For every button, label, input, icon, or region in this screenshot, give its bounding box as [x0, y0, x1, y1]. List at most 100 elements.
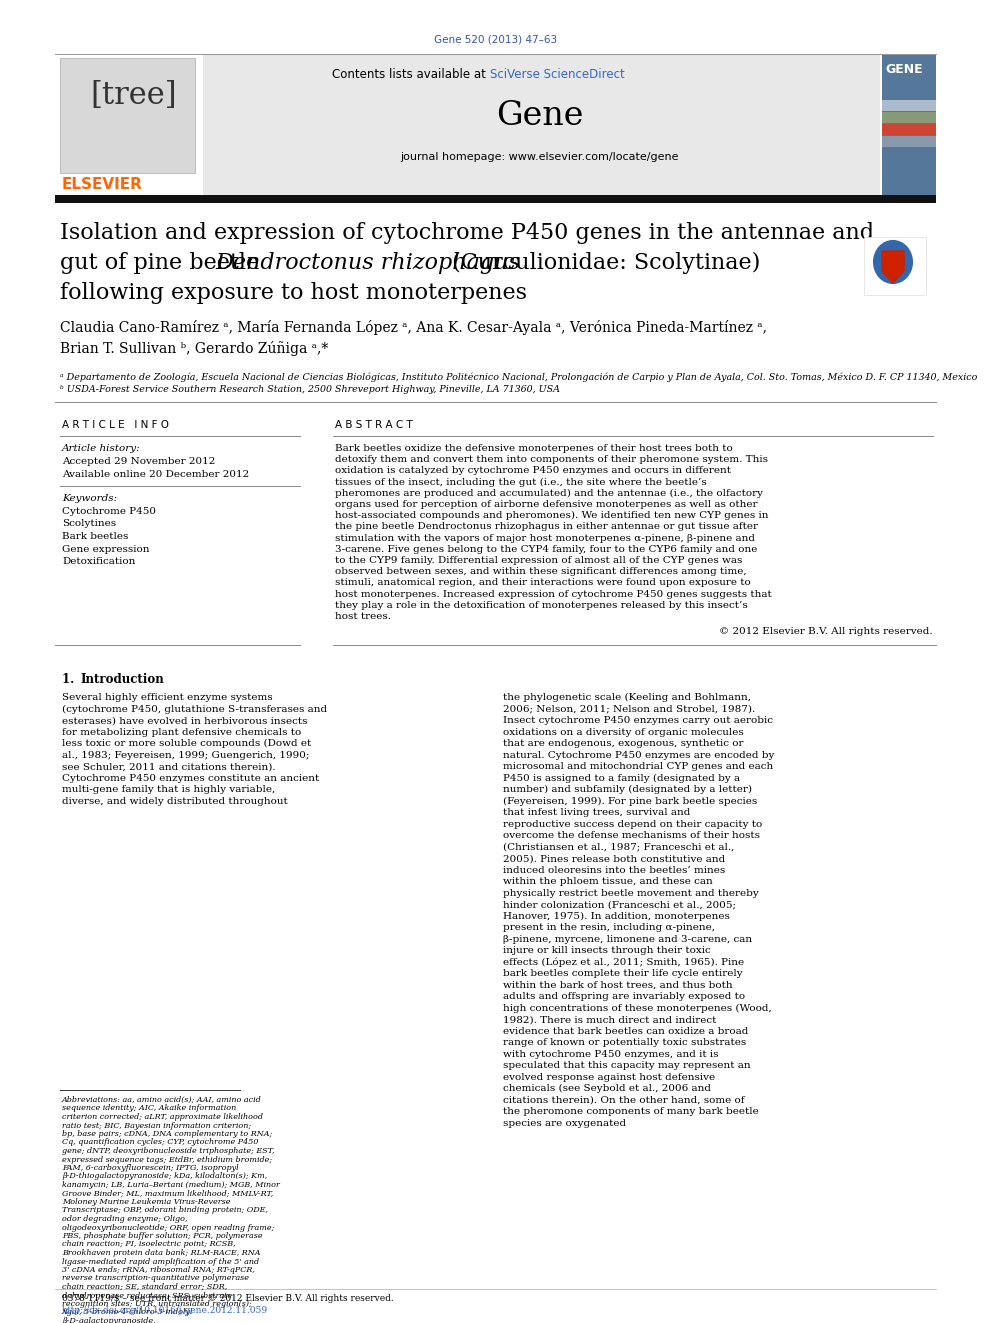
Text: effects (López et al., 2011; Smith, 1965). Pine: effects (López et al., 2011; Smith, 1965…: [503, 958, 744, 967]
Text: host trees.: host trees.: [335, 613, 391, 620]
Text: 0378-1119/$ – see front matter © 2012 Elsevier B.V. All rights reserved.: 0378-1119/$ – see front matter © 2012 El…: [62, 1294, 394, 1303]
Text: diverse, and widely distributed throughout: diverse, and widely distributed througho…: [62, 796, 288, 806]
Text: GENE: GENE: [885, 64, 923, 75]
Text: Transcriptase; OBP, odorant binding protein; ODE,: Transcriptase; OBP, odorant binding prot…: [62, 1207, 268, 1215]
Text: ligase-mediated rapid amplification of the 5' and: ligase-mediated rapid amplification of t…: [62, 1257, 259, 1266]
Text: organs used for perception of airborne defensive monoterpenes as well as other: organs used for perception of airborne d…: [335, 500, 758, 509]
Text: tissues of the insect, including the gut (i.e., the site where the beetle’s: tissues of the insect, including the gut…: [335, 478, 706, 487]
Text: less toxic or more soluble compounds (Dowd et: less toxic or more soluble compounds (Do…: [62, 740, 311, 749]
Text: detoxify them and convert them into components of their pheromone system. This: detoxify them and convert them into comp…: [335, 455, 768, 464]
Text: ᵃ Departamento de Zoología, Escuela Nacional de Ciencias Biológicas, Instituto P: ᵃ Departamento de Zoología, Escuela Naci…: [60, 372, 977, 381]
Text: bp, base pairs; cDNA, DNA complementary to RNA;: bp, base pairs; cDNA, DNA complementary …: [62, 1130, 272, 1138]
Text: chain reaction; SE, standard error; SDR,: chain reaction; SE, standard error; SDR,: [62, 1283, 227, 1291]
Text: 3' cDNA ends; rRNA, ribosomal RNA; RT-qPCR,: 3' cDNA ends; rRNA, ribosomal RNA; RT-qP…: [62, 1266, 255, 1274]
Text: Brian T. Sullivan ᵇ, Gerardo Zúñiga ᵃ,*: Brian T. Sullivan ᵇ, Gerardo Zúñiga ᵃ,*: [60, 341, 328, 356]
Text: that infest living trees, survival and: that infest living trees, survival and: [503, 808, 690, 818]
Text: journal homepage: www.elsevier.com/locate/gene: journal homepage: www.elsevier.com/locat…: [401, 152, 680, 161]
Text: (Christiansen et al., 1987; Franceschi et al.,: (Christiansen et al., 1987; Franceschi e…: [503, 843, 734, 852]
Text: Insect cytochrome P450 enzymes carry out aerobic: Insect cytochrome P450 enzymes carry out…: [503, 716, 773, 725]
Text: chain reaction; PI, isoelectric point; RCSB,: chain reaction; PI, isoelectric point; R…: [62, 1241, 236, 1249]
Text: Gene expression: Gene expression: [62, 545, 150, 553]
Text: pheromones are produced and accumulated) and the antennae (i.e., the olfactory: pheromones are produced and accumulated)…: [335, 488, 763, 497]
FancyArrow shape: [882, 251, 904, 283]
Bar: [882, 136, 936, 147]
Text: Groove Binder; ML, maximum likelihood; MMLV-RT,: Groove Binder; ML, maximum likelihood; M…: [62, 1189, 273, 1197]
Text: following exposure to host monoterpenes: following exposure to host monoterpenes: [60, 282, 527, 304]
Bar: [864, 237, 926, 295]
Text: hinder colonization (Franceschi et al., 2005;: hinder colonization (Franceschi et al., …: [503, 900, 736, 909]
Text: host-associated compounds and pheromones). We identified ten new CYP genes in: host-associated compounds and pheromones…: [335, 511, 769, 520]
Text: Gene: Gene: [496, 101, 583, 132]
Bar: [882, 112, 936, 123]
Text: β-pinene, myrcene, limonene and 3-carene, can: β-pinene, myrcene, limonene and 3-carene…: [503, 935, 752, 943]
Text: stimuli, anatomical region, and their interactions were found upon exposure to: stimuli, anatomical region, and their in…: [335, 578, 751, 587]
Text: 1982). There is much direct and indirect: 1982). There is much direct and indirect: [503, 1015, 716, 1024]
Bar: [882, 56, 936, 194]
Text: reproductive success depend on their capacity to: reproductive success depend on their cap…: [503, 820, 762, 828]
Text: bark beetles complete their life cycle entirely: bark beetles complete their life cycle e…: [503, 970, 743, 978]
Text: (Curculionidae: Scolytinae): (Curculionidae: Scolytinae): [445, 251, 761, 274]
Text: evolved response against host defensive: evolved response against host defensive: [503, 1073, 715, 1082]
Text: see Schuler, 2011 and citations therein).: see Schuler, 2011 and citations therein)…: [62, 762, 276, 771]
Text: 2006; Nelson, 2011; Nelson and Strobel, 1987).: 2006; Nelson, 2011; Nelson and Strobel, …: [503, 705, 755, 713]
Text: recognition sites; UTR, untranslated region(s);: recognition sites; UTR, untranslated reg…: [62, 1301, 252, 1308]
Text: CrossMark: CrossMark: [868, 284, 915, 292]
Text: Cytochrome P450 enzymes constitute an ancient: Cytochrome P450 enzymes constitute an an…: [62, 774, 319, 783]
Text: citations therein). On the other hand, some of: citations therein). On the other hand, s…: [503, 1095, 745, 1105]
Text: Bark beetles: Bark beetles: [62, 532, 128, 541]
Text: speculated that this capacity may represent an: speculated that this capacity may repres…: [503, 1061, 751, 1070]
Text: overcome the defense mechanisms of their hosts: overcome the defense mechanisms of their…: [503, 831, 760, 840]
Text: the pine beetle Dendroctonus rhizophagus in either antennae or gut tissue after: the pine beetle Dendroctonus rhizophagus…: [335, 523, 758, 532]
Text: ᵇ USDA-Forest Service Southern Research Station, 2500 Shreveport Highway, Pinevi: ᵇ USDA-Forest Service Southern Research …: [60, 385, 560, 394]
Text: Dendroctonus rhizophagus: Dendroctonus rhizophagus: [215, 251, 520, 274]
Text: Several highly efficient enzyme systems: Several highly efficient enzyme systems: [62, 693, 273, 703]
Text: observed between sexes, and within these significant differences among time,: observed between sexes, and within these…: [335, 568, 747, 577]
Text: Scolytines: Scolytines: [62, 520, 116, 528]
Text: 3-carene. Five genes belong to the CYP4 family, four to the CYP6 family and one: 3-carene. Five genes belong to the CYP4 …: [335, 545, 757, 554]
Text: Moloney Murine Leukemia Virus-Reverse: Moloney Murine Leukemia Virus-Reverse: [62, 1199, 230, 1207]
Text: kanamycin; LB, Luria–Bertani (medium); MGB, Minor: kanamycin; LB, Luria–Bertani (medium); M…: [62, 1181, 280, 1189]
Text: to the CYP9 family. Differential expression of almost all of the CYP genes was: to the CYP9 family. Differential express…: [335, 556, 742, 565]
Text: microsomal and mitochondrial CYP genes and each: microsomal and mitochondrial CYP genes a…: [503, 762, 773, 771]
Text: Cytochrome P450: Cytochrome P450: [62, 507, 156, 516]
Text: gut of pine beetle: gut of pine beetle: [60, 251, 266, 274]
Text: natural. Cytochrome P450 enzymes are encoded by: natural. Cytochrome P450 enzymes are enc…: [503, 750, 775, 759]
Text: β-D-galactopyranoside.: β-D-galactopyranoside.: [62, 1316, 156, 1323]
Text: Detoxification: Detoxification: [62, 557, 135, 566]
Text: oxidations on a diversity of organic molecules: oxidations on a diversity of organic mol…: [503, 728, 744, 737]
Bar: [882, 124, 936, 135]
Text: © 2012 Elsevier B.V. All rights reserved.: © 2012 Elsevier B.V. All rights reserved…: [719, 627, 933, 636]
Text: multi-gene family that is highly variable,: multi-gene family that is highly variabl…: [62, 785, 275, 794]
Text: odor degrading enzyme; Oligo,: odor degrading enzyme; Oligo,: [62, 1215, 187, 1222]
Text: oligodeoxyribonucleotide; ORF, open reading frame;: oligodeoxyribonucleotide; ORF, open read…: [62, 1224, 275, 1232]
Text: criterion corrected; aLRT, approximate likelihood: criterion corrected; aLRT, approximate l…: [62, 1113, 263, 1121]
Text: FAM, 6-carboxyfluorescein; IPTG, isopropyl: FAM, 6-carboxyfluorescein; IPTG, isoprop…: [62, 1164, 239, 1172]
Text: host monoterpenes. Increased expression of cytochrome P450 genes suggests that: host monoterpenes. Increased expression …: [335, 590, 772, 598]
Text: Brookhaven protein data bank; RLM-RACE, RNA: Brookhaven protein data bank; RLM-RACE, …: [62, 1249, 261, 1257]
Text: esterases) have evolved in herbivorous insects: esterases) have evolved in herbivorous i…: [62, 716, 308, 725]
Ellipse shape: [874, 241, 912, 283]
Text: within the bark of host trees, and thus both: within the bark of host trees, and thus …: [503, 980, 733, 990]
Bar: [60, 58, 195, 173]
Text: ELSEVIER: ELSEVIER: [62, 177, 143, 192]
Text: http://dx.doi.org/10.1016/j.gene.2012.11.059: http://dx.doi.org/10.1016/j.gene.2012.11…: [62, 1306, 268, 1315]
Text: (Feyereisen, 1999). For pine bark beetle species: (Feyereisen, 1999). For pine bark beetle…: [503, 796, 757, 806]
Text: range of known or potentially toxic substrates: range of known or potentially toxic subs…: [503, 1039, 746, 1048]
Text: expressed sequence tags; EtdBr, ethidium bromide;: expressed sequence tags; EtdBr, ethidium…: [62, 1155, 272, 1163]
Text: Hanover, 1975). In addition, monoterpenes: Hanover, 1975). In addition, monoterpene…: [503, 912, 730, 921]
Text: ratio test; BIC, Bayesian information criterion;: ratio test; BIC, Bayesian information cr…: [62, 1122, 251, 1130]
Text: physically restrict beetle movement and thereby: physically restrict beetle movement and …: [503, 889, 759, 898]
Text: Cq, quantification cycles; CYP, cytochrome P450: Cq, quantification cycles; CYP, cytochro…: [62, 1139, 259, 1147]
Text: Introduction: Introduction: [80, 673, 164, 687]
Text: stimulation with the vapors of major host monoterpenes α-pinene, β-pinene and: stimulation with the vapors of major hos…: [335, 533, 755, 542]
Text: Gene 520 (2013) 47–63: Gene 520 (2013) 47–63: [434, 34, 558, 45]
Text: induced oleoresins into the beetles’ mines: induced oleoresins into the beetles’ min…: [503, 865, 725, 875]
Text: species are oxygenated: species are oxygenated: [503, 1119, 626, 1127]
Text: oxidation is catalyzed by cytochrome P450 enzymes and occurs in different: oxidation is catalyzed by cytochrome P45…: [335, 467, 731, 475]
Text: present in the resin, including α-pinene,: present in the resin, including α-pinene…: [503, 923, 715, 933]
Text: high concentrations of these monoterpenes (Wood,: high concentrations of these monoterpene…: [503, 1004, 772, 1013]
Text: reverse transcription-quantitative polymerase: reverse transcription-quantitative polym…: [62, 1274, 249, 1282]
Text: Bark beetles oxidize the defensive monoterpenes of their host trees both to: Bark beetles oxidize the defensive monot…: [335, 445, 733, 452]
Text: Xgal, 5-bromo-4-chloro-3-indolyl: Xgal, 5-bromo-4-chloro-3-indolyl: [62, 1308, 193, 1316]
Bar: [882, 101, 936, 111]
